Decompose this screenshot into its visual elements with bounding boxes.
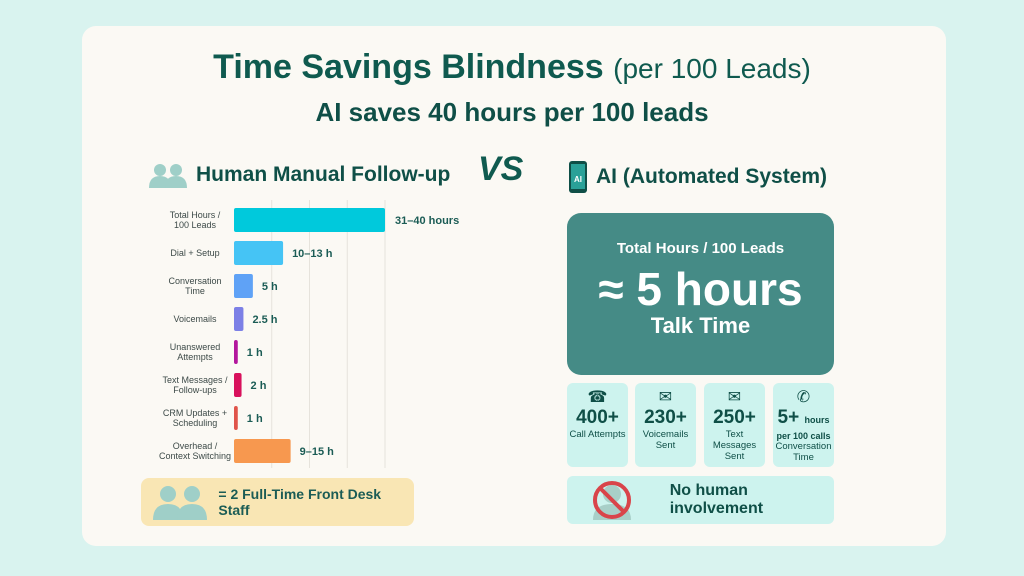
data-label: 10–13 h [292, 248, 333, 260]
category-label: Text Messages / Follow-ups [162, 375, 228, 395]
page-subtitle: AI saves 40 hours per 100 leads [315, 97, 709, 127]
bar [234, 373, 242, 397]
category-label: Overhead / Context Switching [159, 441, 231, 461]
tile-voicemails: ✉ 230+ Voicemails Sent [635, 383, 696, 467]
people-icon [149, 164, 187, 188]
page-title: Time Savings Blindness (per 100 Leads) [213, 48, 811, 86]
human-heading: Human Manual Follow-up [148, 162, 450, 188]
data-label: 2 h [251, 380, 267, 392]
ai-total-box: Total Hours / 100 Leads ≈ 5 hours Talk T… [567, 213, 834, 375]
data-label: 2.5 h [252, 314, 277, 326]
bar [234, 307, 244, 331]
bar [234, 208, 385, 232]
data-label: 9–15 h [300, 446, 335, 458]
telephone-icon: ☎ [587, 389, 608, 406]
svg-text:AI: AI [574, 175, 582, 184]
bar [234, 241, 284, 265]
staff-people-icon [153, 486, 207, 520]
voicemail-envelope-icon: ✉ [658, 389, 673, 406]
data-label: 31–40 hours [395, 215, 459, 227]
data-label: 1 h [247, 347, 263, 359]
bar [234, 274, 253, 298]
no-human-banner: No human involvement [567, 476, 834, 524]
category-label: Conversation Time [168, 276, 221, 296]
ai-heading: AI AI (Automated System) [568, 160, 827, 194]
tile-text-messages: ✉ 250+ Text Messages Sent [704, 383, 765, 467]
staff-note: = 2 Full-Time Front Desk Staff [141, 478, 414, 526]
data-label: 5 h [262, 281, 278, 293]
category-label: Voicemails [173, 314, 217, 324]
bar [234, 439, 291, 463]
bar [234, 340, 238, 364]
human-hours-bar-chart: Total Hours /100 Leads 31–40 hours Dial + … [159, 200, 459, 468]
category-label: CRM Updates + Scheduling [163, 408, 227, 428]
category-label: Unanswered Attempts [170, 342, 221, 362]
tile-conversation-time: ✆ 5+ hours per 100 calls Conversation Time [773, 383, 834, 467]
vs-label: VS [478, 150, 524, 188]
tile-call-attempts: ☎ 400+ Call Attempts [567, 383, 628, 467]
category-label: Total Hours /100 Leads [170, 210, 221, 230]
phone-ai-icon: AI [569, 161, 587, 193]
no-human-icon [593, 481, 631, 520]
phone-ringing-icon: ✆ [796, 389, 811, 406]
category-label: Dial + Setup [170, 248, 219, 258]
text-message-envelope-icon: ✉ [727, 389, 742, 406]
data-label: 1 h [247, 413, 263, 425]
bar [234, 406, 238, 430]
